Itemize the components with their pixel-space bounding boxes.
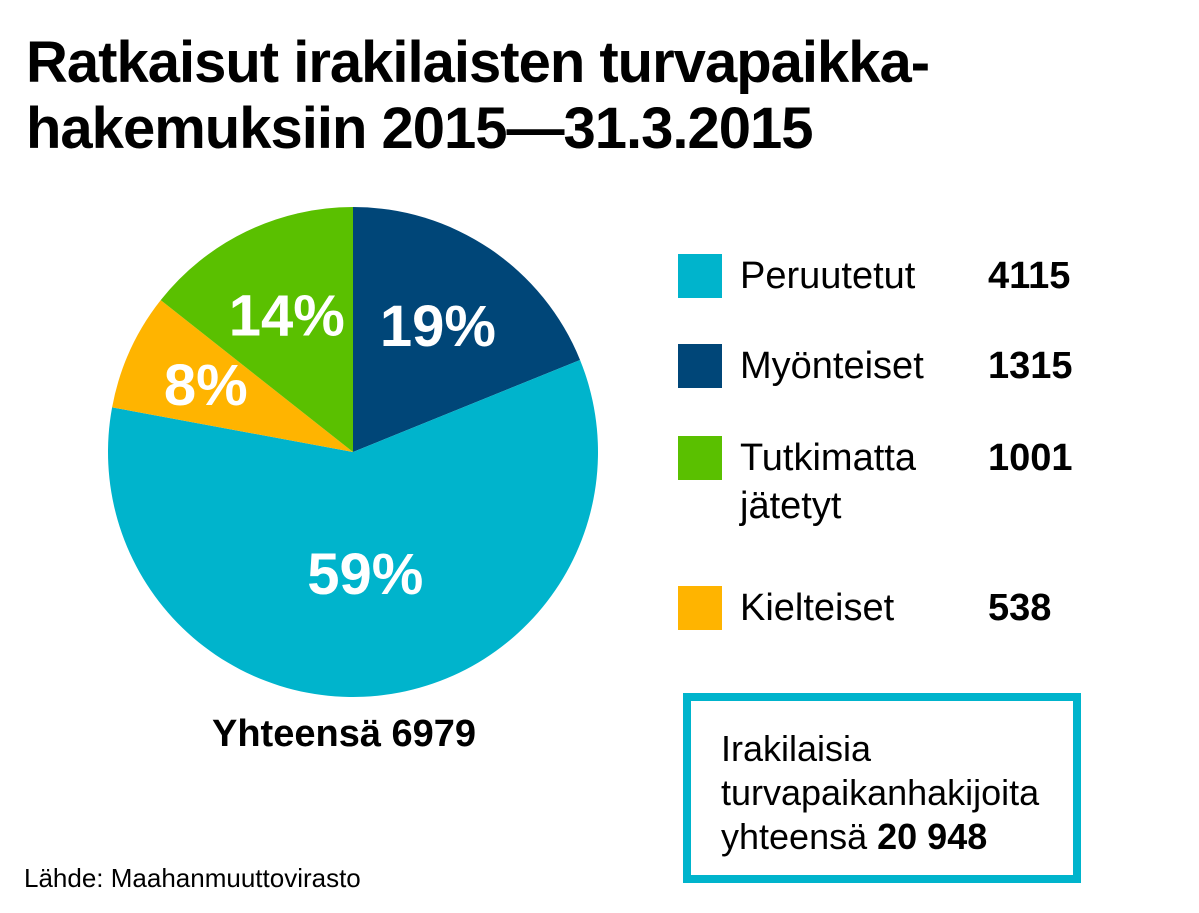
pie-label-kielteiset: 8%	[164, 353, 248, 418]
pie-slice-myonteiset	[353, 207, 581, 452]
pie-slice-peruutetut	[107, 359, 599, 697]
total-applicants-text: Irakilaisia turvapaikanhakijoita yhteens…	[721, 727, 1039, 859]
legend-value-tutkimatta-jatetyt: 1001	[988, 437, 1073, 479]
legend-value-myonteiset: 1315	[988, 345, 1073, 387]
infobox-line-1: Irakilaisia	[721, 728, 872, 769]
legend-swatch-peruutetut	[678, 254, 722, 298]
legend-label-tutkimatta-jatetyt: Tutkimatta jätetyt	[740, 437, 916, 527]
legend-label-myonteiset: Myönteiset	[740, 345, 924, 387]
legend-value-kielteiset: 538	[988, 587, 1052, 629]
pie-slice-kielteiset	[112, 300, 353, 452]
total-label: Yhteensä 6979	[212, 713, 477, 755]
pie-label-tutkimatta-jatetyt: 14%	[229, 283, 345, 348]
chart-title: Ratkaisut irakilaisten turvapaikka- hake…	[26, 30, 1176, 162]
total-applicants-value: 20 948	[877, 816, 988, 857]
legend-swatch-tutkimatta-jatetyt	[678, 436, 722, 480]
infobox-line-3-prefix: yhteensä	[721, 816, 878, 857]
legend-value-peruutetut: 4115	[988, 255, 1071, 297]
chart-title-line-2: hakemuksiin 2015—31.3.2015	[26, 96, 814, 161]
pie-label-peruutetut: 59%	[307, 542, 423, 607]
legend-swatch-kielteiset	[678, 586, 722, 630]
chart-title-line-1: Ratkaisut irakilaisten turvapaikka-	[26, 30, 930, 95]
pie-slices	[107, 207, 599, 697]
infobox-line-2: turvapaikanhakijoita	[721, 772, 1040, 813]
pie-label-myonteiset: 19%	[380, 294, 496, 359]
pie-slice-tutkimatta-jatetyt	[160, 207, 353, 452]
legend-label-kielteiset: Kielteiset	[740, 587, 895, 629]
source-note: Lähde: Maahanmuuttovirasto	[24, 863, 361, 893]
total-applicants-box: Irakilaisia turvapaikanhakijoita yhteens…	[683, 693, 1081, 883]
legend-swatch-myonteiset	[678, 344, 722, 388]
pie-percent-labels: 19% 59% 8%14%	[164, 283, 496, 607]
legend-label-peruutetut: Peruutetut	[740, 255, 916, 297]
